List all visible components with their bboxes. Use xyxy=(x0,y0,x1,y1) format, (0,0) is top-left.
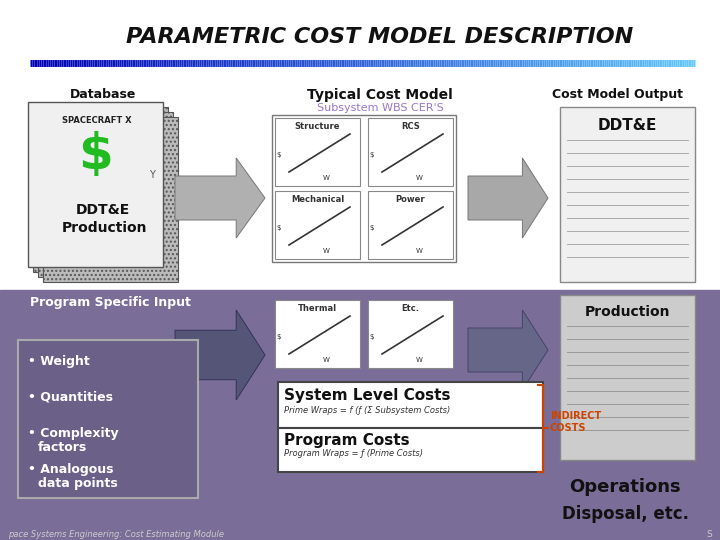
Bar xyxy=(272,115,456,262)
Text: INDIRECT
COSTS: INDIRECT COSTS xyxy=(550,411,601,433)
Text: $: $ xyxy=(276,225,282,232)
Text: $: $ xyxy=(78,131,113,179)
Text: • Weight: • Weight xyxy=(28,355,90,368)
Bar xyxy=(18,340,198,498)
Text: $: $ xyxy=(370,334,374,340)
Text: Database: Database xyxy=(70,88,136,101)
Text: Production: Production xyxy=(584,305,670,319)
Bar xyxy=(278,382,543,428)
Bar xyxy=(0,290,720,540)
Text: Program Costs: Program Costs xyxy=(284,433,410,448)
Polygon shape xyxy=(175,310,265,400)
Polygon shape xyxy=(468,310,548,390)
Text: • Analogous: • Analogous xyxy=(28,463,114,476)
Bar xyxy=(275,191,360,259)
Polygon shape xyxy=(468,158,548,238)
Text: Disposal, etc.: Disposal, etc. xyxy=(562,505,688,523)
Bar xyxy=(275,300,360,368)
Text: factors: factors xyxy=(38,441,87,454)
Bar xyxy=(278,428,543,472)
Text: Program Wraps = ƒ (Prime Costs): Program Wraps = ƒ (Prime Costs) xyxy=(284,449,423,458)
Text: $: $ xyxy=(276,334,282,340)
Bar xyxy=(368,118,453,186)
Text: Production: Production xyxy=(62,221,148,235)
Text: $: $ xyxy=(276,152,282,158)
Text: Program Specific Input: Program Specific Input xyxy=(30,296,190,309)
Text: Y: Y xyxy=(149,170,155,180)
Bar xyxy=(28,102,163,267)
Bar xyxy=(275,118,360,186)
Text: W: W xyxy=(415,248,423,254)
Text: Cost Model Output: Cost Model Output xyxy=(552,88,683,101)
Text: System Level Costs: System Level Costs xyxy=(284,388,451,403)
Text: W: W xyxy=(415,175,423,181)
Text: Typical Cost Model: Typical Cost Model xyxy=(307,88,453,102)
Text: Thermal: Thermal xyxy=(298,304,337,313)
Text: Subsystem WBS CER'S: Subsystem WBS CER'S xyxy=(317,103,444,113)
Bar xyxy=(560,107,695,282)
Bar xyxy=(0,0,720,290)
Text: SPACECRAFT X: SPACECRAFT X xyxy=(62,116,132,125)
Text: Mechanical: Mechanical xyxy=(291,195,344,204)
Bar xyxy=(38,112,173,277)
Text: $: $ xyxy=(370,152,374,158)
Text: • Complexity: • Complexity xyxy=(28,427,119,440)
Text: Power: Power xyxy=(396,195,426,204)
Text: PARAMETRIC COST MODEL DESCRIPTION: PARAMETRIC COST MODEL DESCRIPTION xyxy=(127,27,634,47)
Text: • Quantities: • Quantities xyxy=(28,391,113,404)
Text: DDT&E: DDT&E xyxy=(76,203,130,217)
Text: Structure: Structure xyxy=(294,122,341,131)
Bar xyxy=(368,300,453,368)
Bar xyxy=(560,295,695,460)
Text: Operations: Operations xyxy=(570,478,681,496)
Bar xyxy=(33,107,168,272)
Text: DDT&E: DDT&E xyxy=(598,118,657,133)
Text: S: S xyxy=(706,530,712,539)
Text: W: W xyxy=(415,357,423,363)
Text: pace Systems Engineering: Cost Estimating Module: pace Systems Engineering: Cost Estimatin… xyxy=(8,530,224,539)
Text: Prime Wraps = f (ƒ (Σ Subsystem Costs): Prime Wraps = f (ƒ (Σ Subsystem Costs) xyxy=(284,406,450,415)
Text: data points: data points xyxy=(38,477,118,490)
Bar xyxy=(43,117,178,282)
Bar xyxy=(368,191,453,259)
Polygon shape xyxy=(175,158,265,238)
Text: Etc.: Etc. xyxy=(402,304,420,313)
Text: W: W xyxy=(323,175,330,181)
Text: RCS: RCS xyxy=(401,122,420,131)
Text: W: W xyxy=(323,357,330,363)
Text: W: W xyxy=(323,248,330,254)
Text: $: $ xyxy=(370,225,374,232)
